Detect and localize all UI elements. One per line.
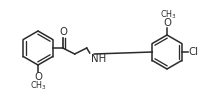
Text: Cl: Cl	[189, 47, 199, 57]
Text: CH$_3$: CH$_3$	[160, 9, 176, 21]
Text: NH: NH	[91, 54, 106, 64]
Text: O: O	[163, 18, 171, 28]
Text: O: O	[60, 26, 68, 36]
Text: O: O	[34, 73, 42, 83]
Text: CH$_3$: CH$_3$	[30, 79, 46, 92]
